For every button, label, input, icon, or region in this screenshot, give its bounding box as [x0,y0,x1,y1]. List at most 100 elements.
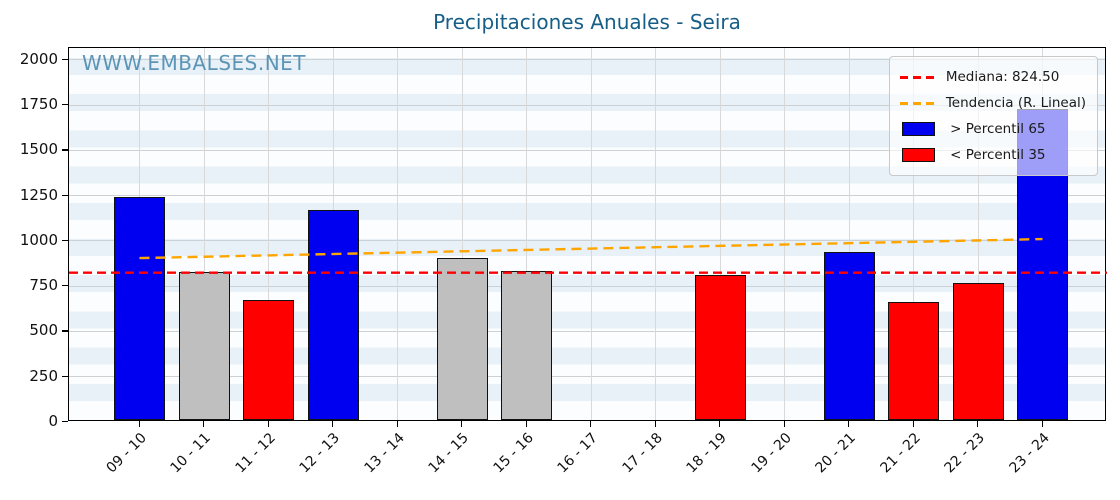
x-tick-mark [848,421,850,427]
legend-color-patch [901,122,935,136]
x-gridline [784,48,785,420]
x-gridline [977,48,979,420]
watermark: WWW.EMBALSES.NET [82,51,307,75]
y-tick-label: 1000 [19,230,58,249]
y-tick-mark [62,104,68,106]
legend-item-0: Mediana: 824.50 [899,64,1086,90]
x-tick-label: 22 - 23 [941,430,989,477]
x-gridline [848,48,850,420]
y-tick-label: 1500 [19,140,58,159]
x-tick-label: 09 - 10 [103,430,150,477]
x-tick-mark [138,421,140,427]
bar-09-10 [114,197,165,420]
x-tick-mark [396,421,398,427]
x-tick-label: 17 - 18 [619,430,666,477]
x-tick-mark [525,421,527,427]
x-gridline [203,48,205,420]
bar-18-19 [694,275,746,420]
x-gridline [461,48,463,420]
x-tick-mark [332,421,334,427]
x-tick-label: 16 - 17 [554,430,602,477]
bar-21-22 [888,302,939,420]
legend-item-3: < Percentil 35 [900,142,1086,168]
y-gridline [69,104,1105,106]
legend-label: Tendencia (R. Lineal) [945,95,1086,111]
y-tick-label: 1250 [19,185,58,204]
x-tick-label: 23 - 24 [1006,430,1053,477]
legend-line-swatch [899,101,937,105]
x-tick-label: 15 - 16 [490,430,537,477]
y-tick-label: 500 [29,321,58,340]
y-tick-mark [62,149,68,151]
legend-item-1: Tendencia (R. Lineal) [899,90,1086,116]
chart-title: Precipitaciones Anuales - Seira [433,10,741,34]
y-gridline [69,330,1105,332]
x-tick-label: 12 - 13 [296,430,344,477]
x-gridline [268,48,269,420]
y-gridline [69,149,1105,151]
bar-11-12 [243,299,294,420]
legend-patch-swatch [900,122,937,136]
x-gridline [913,48,914,420]
x-tick-label: 11 - 12 [232,430,279,477]
legend-dashed-line [899,101,937,105]
x-tick-mark [977,421,979,427]
y-tick-label: 250 [29,366,58,385]
y-tick-label: 750 [29,276,58,295]
y-gridline [69,285,1105,287]
x-tick-label: 20 - 21 [812,430,860,477]
y-tick-label: 1750 [19,95,58,114]
x-tick-mark [912,421,914,427]
x-tick-label: 14 - 15 [425,430,473,477]
y-gridline [69,376,1105,378]
y-tick-mark [62,330,68,332]
legend-label: < Percentil 35 [945,147,1046,163]
lines-overlay [69,237,1107,274]
bar-15-16 [501,270,552,420]
x-tick-label: 21 - 22 [877,430,924,477]
bar-14-15 [436,257,488,420]
trend-line [139,237,1043,260]
y-gridline [69,59,1105,61]
x-tick-mark [203,421,205,427]
legend-item-2: > Percentil 65 [900,116,1086,142]
x-tick-mark [654,421,656,427]
bar-22-23 [952,283,1004,420]
legend-label: Mediana: 824.50 [945,69,1060,85]
x-gridline [590,48,592,420]
x-tick-label: 19 - 20 [748,430,795,477]
legend-patch-swatch [900,148,937,162]
plot-area: WWW.EMBALSES.NET Mediana: 824.50 Tendenci… [68,47,1107,421]
bar-12-13 [307,209,359,420]
y-gridline [69,240,1105,242]
x-tick-label: 10 - 11 [167,430,215,477]
x-tick-mark [1041,421,1043,427]
bar-10-11 [178,271,230,420]
y-tick-mark [62,375,68,378]
legend-label: > Percentil 65 [945,121,1046,137]
x-gridline [397,48,398,420]
x-gridline [719,48,721,420]
x-tick-mark [783,421,785,427]
x-tick-mark [267,421,269,427]
bar-20-21 [823,252,875,420]
y-tick-mark [62,58,68,61]
y-tick-mark [62,194,68,196]
legend-color-patch [901,148,935,162]
y-tick-mark [62,285,68,287]
y-gridline [69,195,1105,197]
x-tick-mark [719,421,721,427]
x-tick-mark [590,421,592,427]
x-tick-mark [461,421,463,427]
y-tick-mark [62,421,68,423]
y-tick-label: 0 [48,412,58,430]
x-tick-label: 18 - 19 [683,430,731,477]
x-gridline [526,48,527,420]
x-gridline [655,48,656,420]
x-tick-label: 13 - 14 [361,430,408,477]
legend-line-swatch [899,75,937,79]
legend: Mediana: 824.50 Tendencia (R. Lineal) > P… [888,56,1098,176]
legend-dashed-line [899,75,937,79]
y-tick-mark [62,239,68,242]
